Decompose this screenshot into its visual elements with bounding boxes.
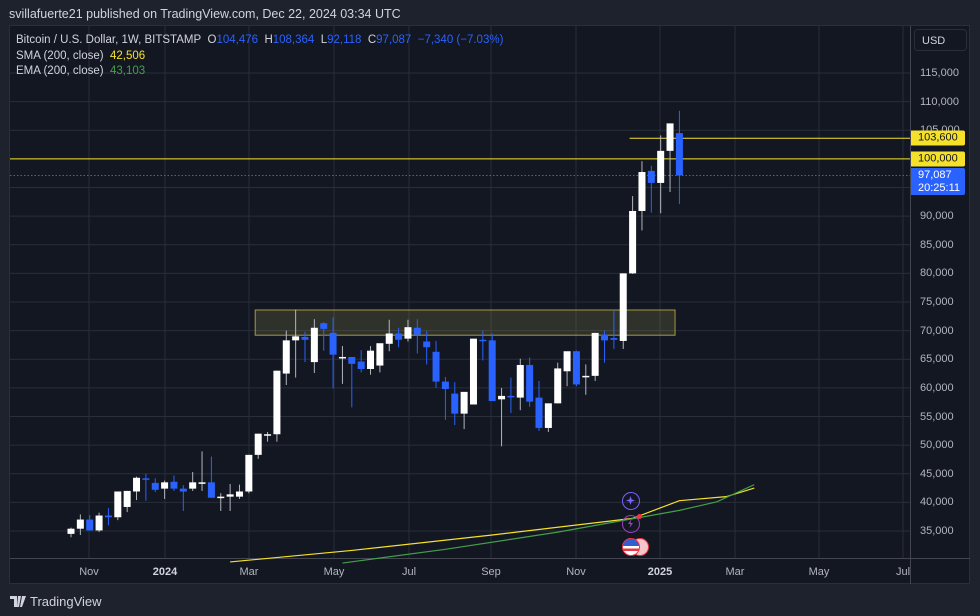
price-tick: 90,000 xyxy=(920,210,954,223)
price-tick: 80,000 xyxy=(920,267,954,280)
publisher-line: svillafuerte21 published on TradingView.… xyxy=(9,7,401,21)
open-label: O xyxy=(207,34,217,46)
time-tick: Nov xyxy=(566,566,586,578)
time-tick: 2025 xyxy=(647,566,673,578)
price-tick: 70,000 xyxy=(920,324,954,337)
sma-row[interactable]: SMA (200, close) 42,506 xyxy=(16,49,503,65)
time-tick: Nov xyxy=(79,566,99,578)
price-tick: 40,000 xyxy=(920,496,954,509)
currency-button[interactable]: USD xyxy=(914,29,967,51)
high-label: H xyxy=(264,34,273,46)
price-tick: 75,000 xyxy=(920,296,954,308)
time-tick: Jul xyxy=(401,566,417,578)
time-tick: May xyxy=(323,566,345,578)
time-tick: Mar xyxy=(239,566,259,578)
level-label: 103,600 xyxy=(911,130,965,146)
close-label: C xyxy=(367,34,377,46)
high-value: 108,364 xyxy=(272,34,315,46)
current-price-label: 97,087 20:25:11 xyxy=(911,168,965,195)
low-label: L xyxy=(320,34,328,46)
change-value: −7,340 (−7.03%) xyxy=(417,34,504,46)
price-tick: 55,000 xyxy=(920,410,954,423)
symbol-row[interactable]: Bitcoin / U.S. Dollar, 1W, BITSTAMP O104… xyxy=(16,33,503,49)
low-value: 92,118 xyxy=(327,34,362,46)
symbol-name: Bitcoin / U.S. Dollar, 1W, BITSTAMP xyxy=(16,34,202,46)
brand-name: TradingView xyxy=(30,594,102,609)
tradingview-logo[interactable]: TradingView xyxy=(10,594,102,609)
current-price: 97,087 xyxy=(918,169,952,181)
price-tick: 65,000 xyxy=(920,353,954,366)
notification-dot xyxy=(637,514,642,519)
ema-value: 43,103 xyxy=(109,65,146,77)
time-tick: Sep xyxy=(481,566,501,578)
price-tick: 110,000 xyxy=(920,95,959,108)
close-value: 97,087 xyxy=(376,34,412,46)
ema-label: EMA (200, close) xyxy=(16,65,104,77)
price-tick: 115,000 xyxy=(920,67,959,79)
sma-label: SMA (200, close) xyxy=(16,49,104,62)
chart-legend: Bitcoin / U.S. Dollar, 1W, BITSTAMP O104… xyxy=(16,33,503,80)
price-tick: 60,000 xyxy=(920,381,954,394)
bar-countdown: 20:25:11 xyxy=(918,182,961,194)
tv-logo-icon xyxy=(10,596,26,607)
time-tick: 2024 xyxy=(152,566,178,578)
sma-value: 42,506 xyxy=(109,49,146,62)
us-flag-event-icon[interactable] xyxy=(622,538,640,556)
level-label: 100,000 xyxy=(911,151,965,167)
ema-row[interactable]: EMA (200, close) 43,103 xyxy=(16,64,503,80)
lightning-event-icon[interactable] xyxy=(622,514,642,533)
time-tick: Jul xyxy=(895,566,911,578)
time-tick: Mar xyxy=(725,566,745,578)
time-tick: May xyxy=(808,566,830,578)
price-tick: 50,000 xyxy=(920,439,954,452)
ai-sparkle-icon[interactable] xyxy=(622,492,640,510)
price-tick: 35,000 xyxy=(920,525,954,537)
price-tick: 85,000 xyxy=(920,238,954,251)
chart-panel[interactable] xyxy=(9,25,970,584)
open-value: 104,476 xyxy=(216,34,259,46)
price-tick: 45,000 xyxy=(920,467,954,480)
